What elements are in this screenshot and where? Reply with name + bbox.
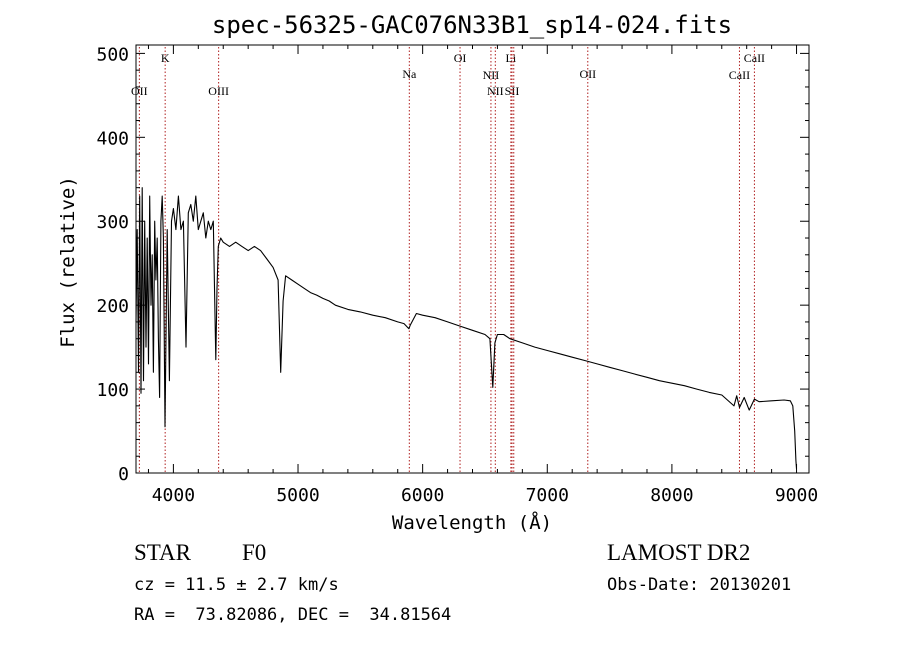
spectral-line-label: OII xyxy=(579,67,596,81)
spectral-line-label: Li xyxy=(506,51,517,65)
object-class: STAR xyxy=(134,540,192,565)
x-tick-label: 4000 xyxy=(152,485,195,506)
spectral-line-label: K xyxy=(161,51,170,65)
observation-date: Obs-Date: 20130201 xyxy=(607,575,791,595)
y-axis-label: Flux (relative) xyxy=(57,176,79,348)
survey-name: LAMOST DR2 xyxy=(607,540,750,565)
spectrum-line xyxy=(135,187,798,469)
spectral-line-label: OII xyxy=(131,84,148,98)
y-tick-label: 100 xyxy=(96,380,129,401)
y-tick-label: 300 xyxy=(96,212,129,233)
x-axis-ticks: 4000 5000 6000 7000 8000 9000 xyxy=(147,45,818,506)
x-tick-label: 9000 xyxy=(775,485,818,506)
spectral-subclass: F0 xyxy=(242,540,266,565)
spectral-line-label: SII xyxy=(505,84,520,98)
y-tick-label: 200 xyxy=(96,296,129,317)
x-tick-label: 8000 xyxy=(650,485,693,506)
spectral-line-markers: K OII OIII Na OI NII NII Li SII OII CaII CaII xyxy=(131,47,765,473)
y-axis-ticks: 0 100 200 300 400 500 xyxy=(96,44,809,485)
plot-frame xyxy=(135,44,810,474)
spectral-line-label: NII xyxy=(487,84,504,98)
spectrum-series xyxy=(135,187,798,469)
spectral-line-label: OIII xyxy=(208,84,229,98)
x-tick-label: 5000 xyxy=(276,485,319,506)
y-tick-label: 500 xyxy=(96,44,129,65)
sky-coordinates: RA = 73.82086, DEC = 34.81564 xyxy=(134,605,451,625)
redshift-velocity: cz = 11.5 ± 2.7 km/s xyxy=(134,575,339,595)
spectral-line-label: CaII xyxy=(744,51,765,65)
x-tick-label: 6000 xyxy=(401,485,444,506)
x-tick-label: 7000 xyxy=(526,485,569,506)
y-tick-label: 0 xyxy=(118,464,129,485)
x-axis-label: Wavelength (Å) xyxy=(392,511,552,534)
spectral-line-label: Na xyxy=(402,67,417,81)
spectral-line-label: CaII xyxy=(729,68,750,82)
spectral-line-label: OI xyxy=(454,51,467,65)
y-tick-label: 400 xyxy=(96,128,129,149)
spectral-line-label: NII xyxy=(483,68,500,82)
chart-title: spec-56325-GAC076N33B1_sp14-024.fits xyxy=(212,11,732,39)
